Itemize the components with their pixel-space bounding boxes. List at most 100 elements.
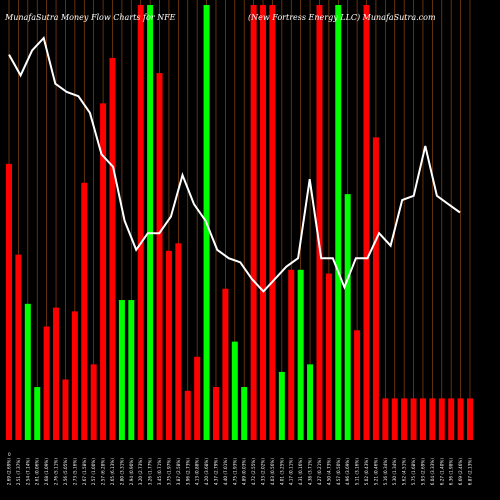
x-tick-label: 3.87 (2.58%) — [176, 458, 181, 486]
x-tick-label: 2.69 (2.69%) — [7, 458, 12, 486]
x-tick-label: 4.75 (1.93%) — [232, 458, 237, 486]
x-tick-label: 4.13 (0.88%) — [195, 458, 200, 486]
x-tick-label: 5.30 (1.34%) — [392, 458, 397, 486]
money-flow-bar — [410, 398, 417, 440]
money-flow-bar — [6, 163, 12, 440]
money-flow-bar — [222, 288, 229, 440]
x-tick-label: 2.57 (1.00%) — [91, 458, 96, 486]
money-flow-bar — [212, 387, 219, 440]
x-tick-label: 6.27 (1.40%) — [439, 458, 444, 486]
x-tick-label: 5.11 (3.16%) — [355, 458, 360, 486]
money-flow-bar — [372, 137, 379, 441]
x-tick-label: 6.69 (2.46%) — [458, 458, 463, 486]
x-tick-label: 5.16 (0.34%) — [383, 458, 388, 486]
money-flow-bar — [288, 269, 295, 440]
x-tick-label: 3.45 (0.71%) — [157, 458, 162, 486]
money-flow-bar — [269, 5, 276, 440]
money-flow-bar — [71, 311, 78, 440]
money-flow-bar — [250, 5, 257, 440]
money-flow-bar — [175, 243, 182, 440]
money-flow-bar — [467, 398, 473, 440]
money-flow-bar — [118, 300, 125, 440]
money-flow-bar — [184, 390, 191, 440]
money-flow-bar — [401, 398, 408, 440]
x-tick-label: 2.73 (5.16%) — [72, 458, 77, 486]
x-tick-label: 4.27 (0.21%) — [317, 458, 322, 486]
money-flow-bar — [297, 269, 304, 440]
money-flow-line — [8, 35, 461, 293]
money-flow-bar — [147, 5, 154, 440]
x-tick-label: 3.20 (2.73%) — [138, 458, 143, 486]
money-flow-bar — [344, 194, 351, 440]
x-tick-label: 6.04 (3.33%) — [430, 458, 435, 486]
x-tick-label: 4.40 (7.01%) — [223, 458, 228, 486]
x-tick-label: 3.96 (2.73%) — [185, 458, 190, 486]
money-flow-bar — [231, 341, 238, 440]
x-tick-label: 2.67 (1.58%) — [82, 458, 87, 486]
x-tick-label: 5.21 (0.46%) — [373, 458, 378, 486]
money-flow-bar — [278, 371, 285, 440]
money-flow-bar — [429, 398, 436, 440]
x-tick-label: 5.62 (4.51%) — [402, 458, 407, 486]
x-tick-label: 4.31 (0.16%) — [298, 458, 303, 486]
x-tick-label: 4.01 (3.25%) — [279, 458, 284, 486]
money-flow-bar — [382, 398, 389, 440]
x-tick-label: 6.87 (2.13%) — [468, 458, 473, 486]
zero-label: 0 — [8, 452, 11, 457]
chart-title-left: MunafaSutra Money Flow Charts for NFE — [4, 13, 176, 22]
money-flow-bar — [363, 5, 370, 440]
money-flow-bar — [62, 379, 69, 440]
x-tick-label: 2.76 (5.11%) — [54, 458, 59, 486]
money-flow-bar — [15, 254, 22, 440]
x-tick-label: 5.02 (0.43%) — [364, 458, 369, 486]
money-flow-bar — [316, 5, 323, 440]
x-tick-label: 5.75 (1.68%) — [411, 458, 416, 486]
x-tick-label: 2.68 (1.09%) — [44, 458, 49, 486]
x-tick-label: 3.26 (1.77%) — [148, 458, 153, 486]
money-flow-bar — [128, 300, 135, 440]
money-flow-bar — [457, 398, 464, 440]
x-tick-label: 2.94 (0.90%) — [129, 458, 134, 486]
x-tick-label: 4.03 (0.56%) — [270, 458, 275, 486]
money-flow-bar — [24, 303, 31, 440]
tick-layer: 2.69 (2.69%) 2.51 (7.37%) 2.54 (7.14%) 2.61… — [7, 458, 473, 486]
money-flow-bar — [354, 330, 361, 440]
x-tick-label: 2.65 (6.13%) — [110, 458, 115, 486]
money-flow-bar — [53, 307, 60, 440]
line-layer — [8, 35, 461, 293]
x-tick-label: 2.54 (7.14%) — [25, 458, 30, 486]
money-flow-bar — [165, 250, 172, 440]
money-flow-bar — [81, 182, 88, 441]
x-tick-label: 2.80 (3.31%) — [119, 458, 124, 486]
x-tick-label: 6.36 (1.98%) — [449, 458, 454, 486]
x-tick-label: 4.50 (4.73%) — [326, 458, 331, 486]
money-flow-bar — [448, 398, 455, 440]
money-flow-bar — [43, 326, 50, 440]
x-tick-label: 2.51 (7.37%) — [16, 458, 21, 486]
money-flow-bar — [90, 364, 97, 440]
money-flow-bar — [137, 5, 144, 440]
money-flow-bar — [260, 5, 267, 440]
chart-title-right: (New Fortress Energy LLC) MunafaSutra.co… — [248, 13, 436, 22]
x-tick-label: 4.37 (2.79%) — [214, 458, 219, 486]
x-tick-label: 4.89 (0.03%) — [242, 458, 247, 486]
x-tick-label: 4.17 (0.11%) — [289, 458, 294, 486]
money-flow-bar — [391, 398, 398, 440]
x-tick-label: 4.33 (2.02%) — [261, 458, 266, 486]
x-tick-label: 2.61 (0.06%) — [35, 458, 40, 486]
x-tick-label: 2.56 (5.05%) — [63, 458, 68, 486]
money-flow-bar — [438, 398, 445, 440]
x-tick-label: 4.20 (3.68%) — [204, 458, 209, 486]
money-flow-bar — [325, 273, 332, 440]
money-flow-bar — [109, 57, 116, 441]
money-flow-bar — [335, 5, 342, 440]
money-flow-bar — [156, 73, 163, 440]
x-tick-label: 4.72 (2.55%) — [251, 458, 256, 486]
money-flow-bar — [34, 387, 41, 440]
x-tick-label: 5.93 (2.69%) — [421, 458, 426, 486]
money-flow-bar — [241, 387, 248, 440]
x-tick-label: 4.38 (3.71%) — [308, 458, 313, 486]
money-flow-bar — [100, 103, 107, 440]
money-flow-bar — [194, 356, 201, 440]
